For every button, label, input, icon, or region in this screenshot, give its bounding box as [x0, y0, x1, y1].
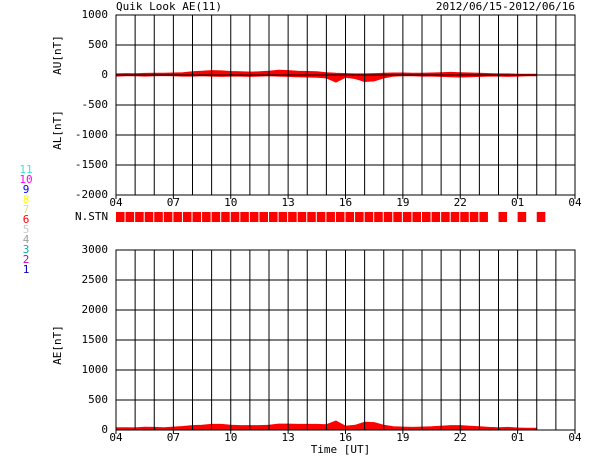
- y-axis-label: AE[nT]: [51, 325, 64, 365]
- y-tick-label: 500: [88, 393, 108, 406]
- legend-entry: 8: [23, 193, 30, 206]
- station-count: [297, 212, 307, 222]
- station-count: [355, 212, 364, 222]
- station-count: [202, 212, 211, 222]
- station-count: [335, 212, 345, 222]
- legend-entry: 7: [23, 203, 30, 216]
- legend-entry: 6: [23, 213, 30, 226]
- station-count: [182, 212, 192, 222]
- x-tick-label: 10: [224, 196, 237, 209]
- legend-entry: 2: [23, 253, 30, 266]
- station-count: [249, 212, 259, 222]
- chart-title: Quik Look AE(11): [116, 0, 222, 13]
- station-count: [460, 212, 469, 222]
- station-count: [469, 212, 479, 222]
- station-count: [269, 212, 278, 222]
- legend-entry: 1: [23, 263, 30, 276]
- x-tick-label: 22: [454, 431, 467, 444]
- x-tick-label: 01: [511, 431, 524, 444]
- x-tick-label: 13: [282, 431, 295, 444]
- legend-entry: 9: [23, 183, 30, 196]
- station-count: [288, 212, 297, 222]
- x-tick-label: 07: [167, 196, 180, 209]
- x-tick-label: 19: [396, 196, 409, 209]
- y-tick-label: -2000: [75, 188, 108, 201]
- x-axis-label: Time [UT]: [311, 443, 371, 456]
- station-count: [135, 212, 144, 222]
- legend-entry: 3: [23, 243, 30, 256]
- station-count: [412, 212, 421, 222]
- legend-entry: 5: [23, 223, 30, 236]
- station-count: [479, 212, 488, 222]
- station-count: [383, 212, 393, 222]
- station-count: [326, 212, 335, 222]
- station-count: [307, 212, 316, 222]
- station-count: [431, 212, 441, 222]
- y-tick-label: 0: [101, 68, 108, 81]
- station-count: [125, 212, 135, 222]
- x-tick-label: 13: [282, 196, 295, 209]
- station-count: [154, 212, 163, 222]
- station-count: [173, 212, 182, 222]
- y-tick-label: 1000: [82, 8, 109, 21]
- x-tick-label: 04: [568, 431, 582, 444]
- station-count: [144, 212, 154, 222]
- station-count: [364, 212, 374, 222]
- x-tick-label: 07: [167, 431, 180, 444]
- station-count: [211, 212, 221, 222]
- x-tick-label: 16: [339, 431, 352, 444]
- legend-entry: 11: [19, 163, 32, 176]
- y-tick-label: -500: [82, 98, 109, 111]
- legend-entry: 10: [19, 173, 32, 186]
- station-count: [221, 212, 230, 222]
- station-count: [536, 212, 546, 222]
- y-axis-label: AL[nT]: [51, 110, 64, 150]
- station-count: [498, 212, 508, 222]
- plot-frame: [115, 14, 576, 196]
- y-tick-label: 2000: [82, 303, 109, 316]
- x-tick-label: 04: [109, 431, 123, 444]
- date-range: 2012/06/15-2012/06/16: [436, 0, 575, 13]
- y-tick-label: -1000: [75, 128, 108, 141]
- y-tick-label: 1000: [82, 363, 109, 376]
- station-count: [116, 212, 125, 222]
- y-axis-label: AU[nT]: [51, 35, 64, 75]
- x-tick-label: 04: [568, 196, 582, 209]
- station-count: [230, 212, 240, 222]
- station-count: [517, 212, 527, 222]
- y-tick-label: 2500: [82, 273, 109, 286]
- x-tick-label: 16: [339, 196, 352, 209]
- station-count: [393, 212, 402, 222]
- y-tick-label: 500: [88, 38, 108, 51]
- station-count: [259, 212, 268, 222]
- station-count: [345, 212, 355, 222]
- x-tick-label: 04: [109, 196, 123, 209]
- station-count: [163, 212, 173, 222]
- station-count: [192, 212, 202, 222]
- station-count: [316, 212, 326, 222]
- x-tick-label: 22: [454, 196, 467, 209]
- station-count: [278, 212, 288, 222]
- y-tick-label: 1500: [82, 333, 109, 346]
- station-count: [240, 212, 249, 222]
- station-count: [422, 212, 431, 222]
- station-count: [374, 212, 383, 222]
- legend-entry: 4: [23, 233, 30, 246]
- x-tick-label: 10: [224, 431, 237, 444]
- y-tick-label: 3000: [82, 243, 109, 256]
- station-count: [450, 212, 460, 222]
- y-tick-label: -1500: [75, 158, 108, 171]
- x-tick-label: 01: [511, 196, 524, 209]
- plot-frame: [115, 249, 576, 431]
- station-count: [402, 212, 412, 222]
- x-tick-label: 19: [396, 431, 409, 444]
- strip-label: N.STN: [75, 210, 108, 223]
- station-count: [441, 212, 450, 222]
- y-tick-label: 0: [101, 423, 108, 436]
